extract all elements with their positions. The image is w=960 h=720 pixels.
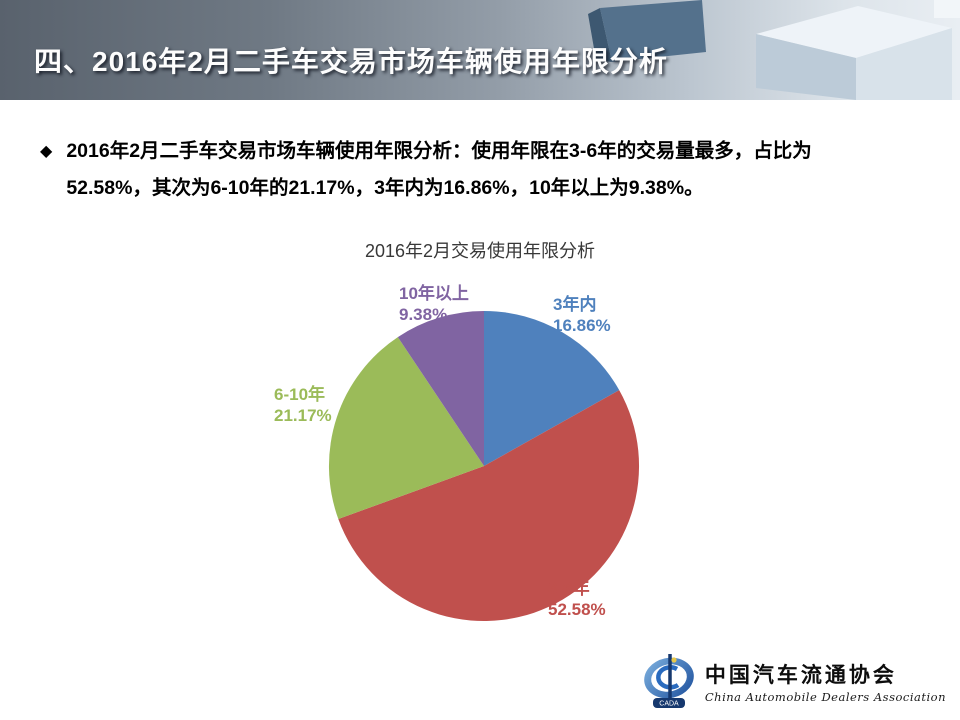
pie-label-name: 3-6年 xyxy=(548,579,590,598)
cube-shape xyxy=(934,0,960,18)
pie-label-value: 9.38% xyxy=(399,305,448,324)
pie-label-3年内: 3年内 16.86% xyxy=(553,294,611,336)
pie-slice-10年以上 xyxy=(397,310,484,466)
emblem-badge-text: CADA xyxy=(659,701,679,708)
pie-slice-3年内 xyxy=(484,310,620,466)
pie-svg xyxy=(328,310,640,622)
pie-label-10年以上: 10年以上 9.38% xyxy=(399,283,469,325)
cube-shape xyxy=(588,8,612,62)
logo-chinese-name: 中国汽车流通协会 xyxy=(704,661,897,687)
pie-label-value: 21.17% xyxy=(274,406,332,425)
cube-shape xyxy=(756,6,952,58)
summary-text: 2016年2月二手车交易市场车辆使用年限分析：使用年限在3-6年的交易量最多，占… xyxy=(66,140,812,199)
emblem-dot xyxy=(671,657,677,663)
page-title: 四、2016年2月二手车交易市场车辆使用年限分析 xyxy=(34,46,668,77)
pie-slice-6-10年 xyxy=(328,337,484,519)
cube-shape xyxy=(600,0,706,62)
chart-title: 2016年2月交易使用年限分析 xyxy=(364,241,596,261)
pie-label-name: 6-10年 xyxy=(274,385,326,404)
association-logo: CADA 中国汽车流通协会 China Automobile Dealers A… xyxy=(641,652,946,710)
pie-chart xyxy=(326,308,642,624)
cube-shape xyxy=(856,28,952,100)
logo-text-block: 中国汽车流通协会 China Automobile Dealers Associ… xyxy=(705,659,946,704)
logo-english-name: China Automobile Dealers Association xyxy=(704,689,946,704)
pie-label-name: 10年以上 xyxy=(399,284,469,303)
header-cubes-graphic xyxy=(588,0,960,100)
pie-label-name: 3年内 xyxy=(553,295,597,314)
emblem-banner xyxy=(652,698,685,708)
pie-label-3-6年: 3-6年 52.58% xyxy=(548,578,606,620)
pie-label-6-10年: 6-10年 21.17% xyxy=(274,384,332,426)
pie-label-value: 16.86% xyxy=(553,316,611,335)
slide-header: 四、2016年2月二手车交易市场车辆使用年限分析 xyxy=(0,0,960,100)
pie-slice-3-6年 xyxy=(338,390,640,622)
cube-shape xyxy=(756,34,856,100)
cada-emblem-icon: CADA xyxy=(644,654,694,708)
diamond-bullet-icon: ◆ xyxy=(40,143,53,160)
pie-label-value: 52.58% xyxy=(548,600,606,619)
summary-bullet: ◆ 2016年2月二手车交易市场车辆使用年限分析：使用年限在3-6年的交易量最多… xyxy=(40,133,866,207)
